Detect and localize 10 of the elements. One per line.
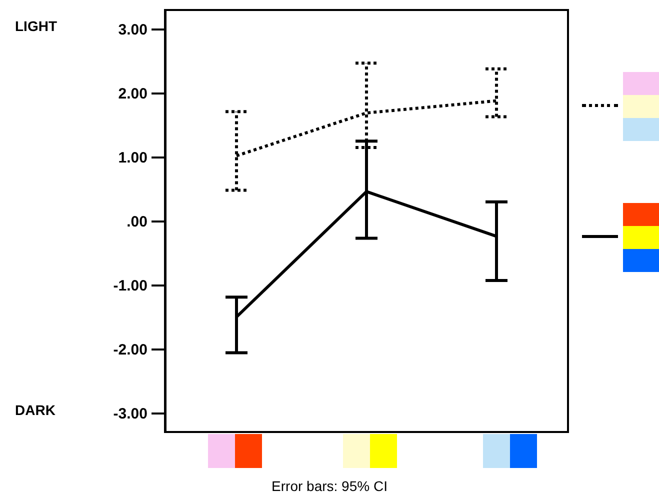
- y-tick-label: 2.00: [118, 86, 148, 103]
- text: LIGHT: [15, 18, 57, 34]
- text: DARK: [15, 402, 56, 418]
- text: Error bars: 95% CI: [270, 478, 388, 494]
- y-tick-label: -2.00: [113, 341, 148, 358]
- y-tick-label: -1.00: [113, 277, 148, 294]
- y-tick-label: -3.00: [113, 405, 148, 422]
- y-tick-label: .00: [126, 214, 148, 230]
- y-tick-label: 3.00: [118, 22, 148, 39]
- y-tick-label: 1.00: [118, 150, 148, 167]
